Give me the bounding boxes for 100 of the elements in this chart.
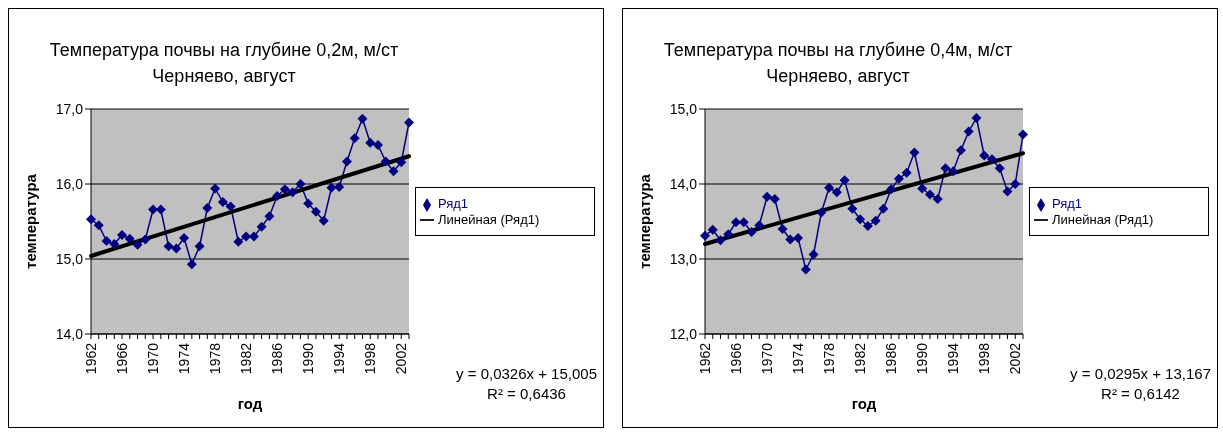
point [388, 166, 399, 177]
point [948, 166, 959, 177]
y-tick-label: 14,0 [669, 175, 698, 192]
x-tick-label: 1974 [790, 342, 807, 375]
point [295, 179, 306, 189]
point [738, 217, 749, 228]
text: y = 0,0326x + 15,005 [456, 364, 597, 384]
point [93, 220, 104, 231]
point [210, 183, 221, 194]
point [824, 182, 835, 193]
point [380, 156, 391, 167]
point [839, 175, 850, 186]
point [723, 229, 734, 240]
point [171, 243, 182, 254]
y-axis-title: температура [636, 173, 654, 269]
chart-title: Температура почвы на глубине 0,2м, м/ст Черняево, август [48, 39, 400, 88]
point [279, 184, 290, 195]
legend-label: Ряд1 [438, 196, 469, 211]
point [1002, 186, 1013, 197]
x-tick-label: 1970 [758, 342, 775, 375]
point [769, 194, 780, 204]
y-tick-label: 15,0 [669, 100, 698, 117]
x-axis-title: год [237, 395, 263, 412]
point [785, 234, 796, 245]
x-tick-label: 2002 [1007, 342, 1024, 375]
chart-title: Температура почвы на глубине 0,4м, м/ст Черняево, август [662, 39, 1014, 88]
x-tick-label: 1986 [883, 342, 900, 375]
x-tick-label: 1978 [207, 342, 224, 375]
x-tick-label: 1998 [976, 342, 993, 375]
point [132, 239, 143, 250]
point [310, 206, 321, 217]
point [793, 233, 804, 243]
x-tick-label: 1994 [945, 342, 962, 375]
x-tick-label: 1962 [82, 342, 99, 375]
point [932, 194, 943, 204]
x-tick-label: 1966 [727, 342, 744, 375]
point [341, 156, 352, 167]
point [186, 259, 197, 270]
point [101, 236, 112, 246]
x-tick-label: 1990 [914, 342, 931, 375]
point [194, 241, 205, 252]
point [878, 203, 889, 214]
x-tick-label: 1998 [362, 342, 379, 375]
legend-label: Линейная (Ряд1) [438, 211, 540, 227]
point [1018, 129, 1028, 140]
point [287, 187, 298, 198]
point [886, 184, 897, 195]
point [365, 137, 376, 148]
point [179, 233, 190, 243]
point [870, 215, 881, 226]
point [831, 187, 842, 198]
text: R² = 0,6142 [1100, 384, 1181, 404]
point [700, 230, 710, 241]
point [140, 234, 151, 245]
point [955, 145, 966, 156]
point [800, 264, 811, 275]
x-tick-label: 1966 [113, 342, 130, 375]
point [357, 113, 368, 124]
y-axis-title: температура [22, 173, 40, 269]
point [917, 183, 928, 194]
point [256, 221, 267, 232]
point [272, 191, 283, 201]
point [318, 215, 329, 226]
point [707, 224, 718, 235]
point [746, 227, 757, 237]
point [762, 191, 773, 202]
point [202, 203, 213, 213]
point [994, 163, 1005, 174]
point [334, 182, 345, 192]
point [117, 230, 128, 240]
point [754, 220, 765, 231]
x-tick-label: 1978 [821, 342, 838, 375]
point [893, 173, 904, 184]
point [971, 113, 982, 123]
point [979, 150, 990, 161]
point [940, 163, 951, 174]
point [109, 239, 120, 249]
point [924, 189, 935, 200]
x-tick-label: 1994 [331, 342, 348, 375]
point [326, 182, 337, 193]
y-tick-label: 12,0 [669, 325, 698, 342]
point [264, 211, 275, 222]
x-tick-label: 1990 [300, 342, 317, 375]
x-axis-title: год [851, 395, 877, 412]
point [396, 157, 407, 168]
point [233, 236, 244, 247]
y-tick-label: 16,0 [55, 175, 84, 192]
point [862, 221, 873, 231]
y-tick-label: 13,0 [669, 250, 698, 267]
y-tick-label: 14,0 [55, 325, 84, 342]
point [1010, 179, 1021, 189]
point [715, 235, 726, 246]
x-tick-label: 1962 [696, 342, 713, 375]
y-tick-label: 17,0 [55, 100, 84, 117]
x-tick-label: 2002 [393, 342, 410, 375]
point [86, 214, 96, 225]
point [225, 201, 236, 212]
point [124, 233, 135, 244]
text: y = 0,0295x + 13,167 [1070, 364, 1211, 384]
point [372, 140, 383, 150]
